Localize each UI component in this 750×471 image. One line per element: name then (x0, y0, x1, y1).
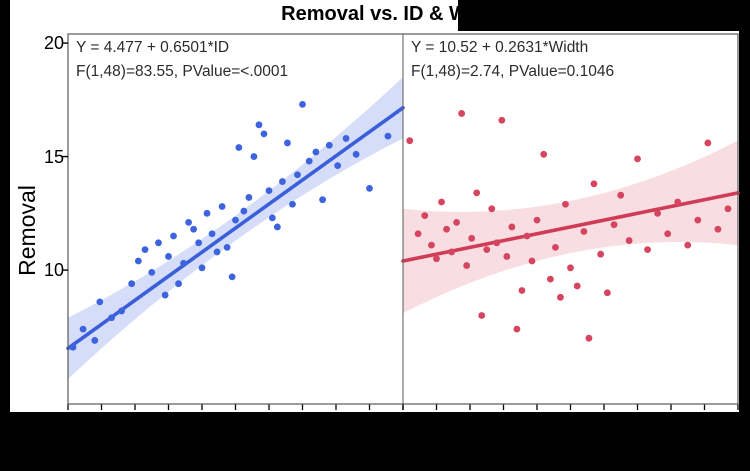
left-fit-stats: F(1,48)=83.55, PValue=<.0001 (76, 63, 289, 80)
plot-surface: Removal vs. ID & W Removal 20 15 10 Y = … (10, 0, 740, 412)
left-fit-equation: Y = 4.477 + 0.6501*ID (76, 39, 230, 56)
y-tick-label-20: 20 (43, 33, 64, 53)
chart-title: Removal vs. ID & W (281, 3, 468, 25)
right-fit-equation: Y = 10.52 + 0.2631*Width (411, 39, 589, 56)
scatter-plot-svg (62, 33, 740, 410)
y-tick-label-10: 10 (43, 260, 64, 280)
right-panel-fit-annotation: Y = 10.52 + 0.2631*Width F(1,48)=2.74, P… (411, 36, 614, 84)
right-fit-stats: F(1,48)=2.74, PValue=0.1046 (411, 63, 615, 80)
title-cutoff-overlay (458, 0, 750, 31)
left-panel-fit-annotation: Y = 4.477 + 0.6501*ID F(1,48)=83.55, PVa… (76, 36, 288, 84)
y-tick-label-15: 15 (43, 147, 64, 167)
